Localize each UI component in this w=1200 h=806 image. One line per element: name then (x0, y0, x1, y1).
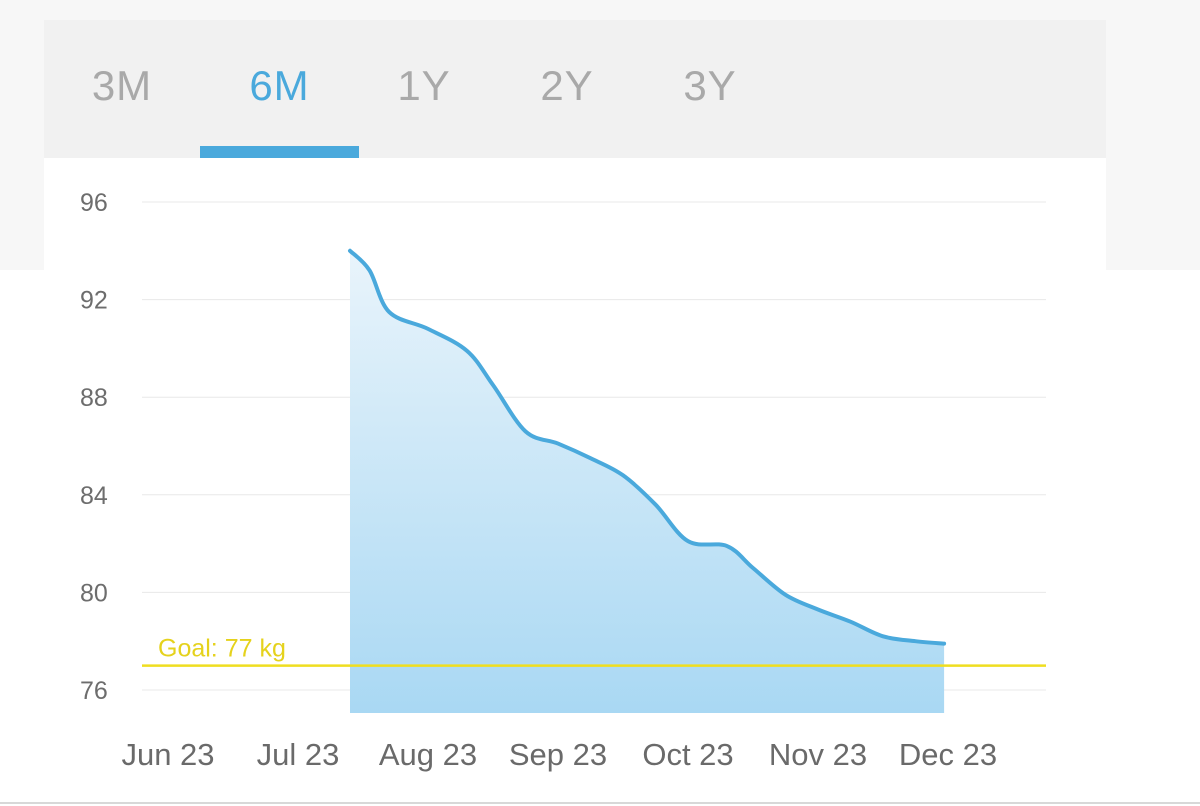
y-tick-label: 96 (80, 189, 108, 217)
x-tick-label: Jul 23 (257, 737, 340, 772)
tab-6m[interactable]: 6M (200, 20, 359, 158)
tab-3y[interactable]: 3Y (645, 20, 775, 158)
weight-line (348, 248, 947, 646)
x-tick-label: Sep 23 (509, 737, 607, 772)
goal-label: Goal: 77 kg (158, 635, 286, 663)
x-tick-label: Nov 23 (769, 737, 867, 772)
range-tabs: 3M 6M 1Y 2Y 3Y (44, 20, 1106, 158)
active-tab-indicator (200, 146, 359, 158)
x-tick-label: Dec 23 (899, 737, 997, 772)
bottom-divider (0, 802, 1200, 804)
y-tick-label: 80 (80, 579, 108, 607)
x-tick-label: Oct 23 (642, 737, 733, 772)
x-tick-label: Aug 23 (379, 737, 477, 772)
tab-6m-label: 6M (249, 62, 310, 109)
weight-area (350, 250, 945, 714)
y-tick-label: 92 (80, 287, 108, 315)
y-tick-label: 84 (80, 482, 108, 510)
x-tick-label: Jun 23 (121, 737, 214, 772)
tab-2y[interactable]: 2Y (489, 20, 645, 158)
tab-1y-label: 1Y (397, 62, 451, 109)
tab-1y[interactable]: 1Y (359, 20, 489, 158)
tab-3y-label: 3Y (683, 62, 737, 109)
tab-2y-label: 2Y (540, 62, 594, 109)
tab-3m[interactable]: 3M (44, 20, 200, 158)
range-tab-bar-background (44, 20, 1106, 158)
y-tick-label: 76 (80, 677, 108, 705)
y-tick-label: 88 (80, 384, 108, 412)
tab-3m-label: 3M (91, 62, 153, 109)
